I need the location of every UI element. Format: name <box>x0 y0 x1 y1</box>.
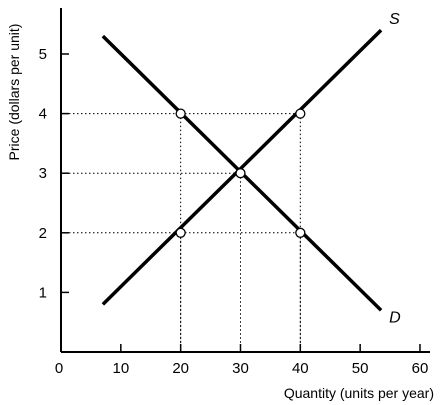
point-marker <box>235 168 246 179</box>
axis-ticks <box>61 53 421 352</box>
curve-label-s: S <box>389 11 400 28</box>
y-tick-label: 2 <box>39 225 47 242</box>
curve-s <box>101 28 383 306</box>
x-axis-label: Quantity (units per year) <box>284 385 434 401</box>
x-tick-label: 60 <box>412 360 429 377</box>
point-marker <box>295 108 306 119</box>
y-tick-label: 5 <box>39 46 47 63</box>
marker-points <box>175 108 306 238</box>
x-tick-label: 10 <box>112 360 129 377</box>
y-tick-label: 3 <box>39 165 47 182</box>
x-tick-label: 20 <box>172 360 189 377</box>
curve-labels: SD <box>389 11 401 326</box>
curve-label-d: D <box>389 309 401 326</box>
y-tick-label: 4 <box>39 106 47 123</box>
x-tick-label: 50 <box>352 360 369 377</box>
tick-labels: 1 2 3 4 5 10 20 30 40 50 60 <box>39 46 429 377</box>
point-marker <box>175 227 186 238</box>
x-tick-label: 40 <box>292 360 309 377</box>
origin-label: 0 <box>55 360 63 377</box>
point-marker <box>295 227 306 238</box>
guide-lines <box>61 113 301 352</box>
x-tick-label: 30 <box>232 360 249 377</box>
y-tick-label: 1 <box>39 284 47 301</box>
point-marker <box>175 108 186 119</box>
y-axis-label: Price (dollars per unit) <box>6 24 22 161</box>
